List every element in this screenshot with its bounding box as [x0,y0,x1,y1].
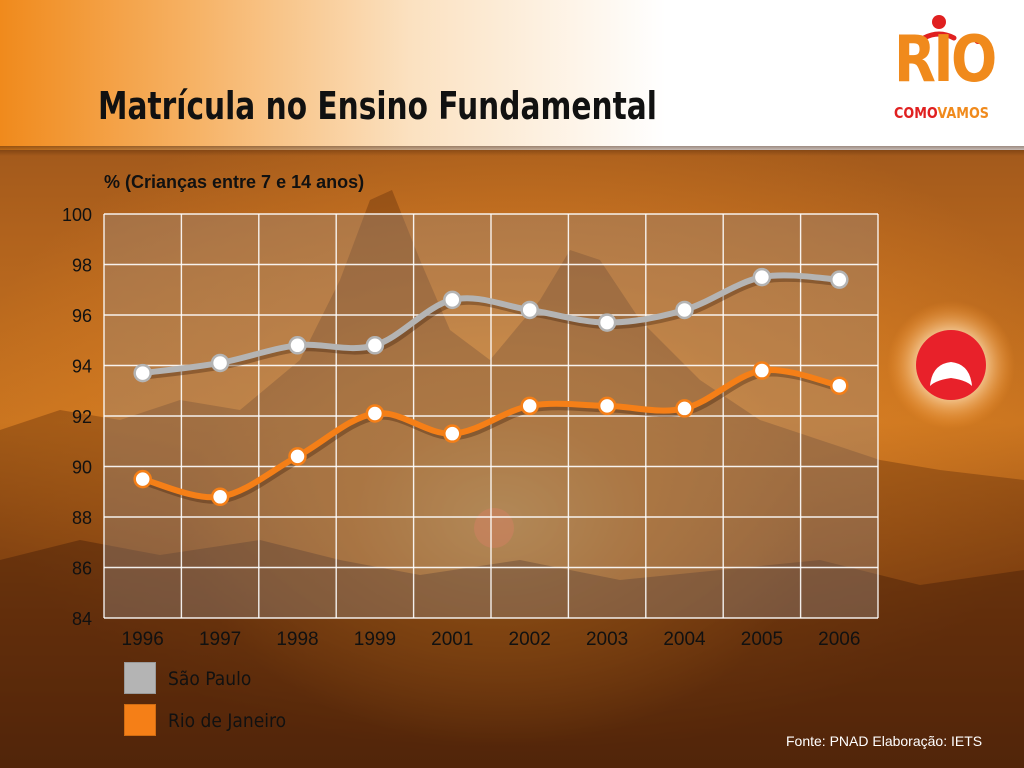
logo-sub-como: COMO [894,104,938,122]
y-tick-labels: 84 86 88 90 92 94 96 98 100 [62,205,92,629]
logo-sub-vamos: VAMOS [937,104,989,122]
point-sao-paulo-2006 [830,270,849,289]
chart-area: 84 86 88 90 92 94 96 98 100 1996 1997 1998 1999 2001… [0,160,1024,768]
x-tick-label-1997: 1997 [199,629,241,650]
series-layer [133,267,849,507]
x-tick-label-2002: 2002 [509,629,551,650]
y-tick-label-98: 98 [72,256,92,276]
point-rio-de-janeiro-2004 [675,399,694,418]
header-shadow [0,146,1024,156]
source-note: Fonte: PNAD Elaboração: IETS [786,733,983,749]
x-tick-label-1996: 1996 [122,629,164,650]
x-tick-label-1998: 1998 [276,629,318,650]
legend-label-rio-de-janeiro: Rio de Janeiro [168,710,287,732]
point-sao-paulo-1999 [365,336,385,355]
logo-subtitle: COMOVAMOS [894,106,989,121]
series-line-rio-de-janeiro [139,366,843,501]
y-axis-title: % (Crianças entre 7 e 14 anos) [104,172,365,192]
x-tick-label-2004: 2004 [663,629,706,650]
y-tick-label-96: 96 [72,306,92,326]
legend-swatch-rio-de-janeiro [124,704,156,736]
x-tick-label-2003: 2003 [586,629,628,650]
point-sao-paulo-2001 [443,290,462,310]
sad-face-icon [886,300,1016,430]
point-sao-paulo-1996 [133,363,152,383]
logo-word: RIO [894,23,997,97]
point-sao-paulo-1997 [210,353,230,373]
x-tick-label-1999: 1999 [354,629,396,650]
point-rio-de-janeiro-1999 [365,404,385,423]
point-rio-de-janeiro-2006 [830,376,849,395]
legend-label-sao-paulo: São Paulo [168,668,252,690]
legend-swatch-sao-paulo [124,662,156,694]
x-tick-label-2001: 2001 [431,629,473,650]
page-title: Matrícula no Ensino Fundamental [98,84,657,128]
y-tick-label-88: 88 [72,508,92,528]
point-rio-de-janeiro-1998 [288,447,307,466]
point-rio-de-janeiro-1996 [133,469,152,489]
point-rio-de-janeiro-2003 [597,396,617,416]
y-tick-label-90: 90 [72,458,92,478]
point-rio-de-janeiro-1997 [210,487,230,507]
y-tick-label-94: 94 [72,357,92,377]
grid-layer [103,213,879,619]
series-shadow-rio-de-janeiro [143,369,843,504]
point-sao-paulo-2002 [520,300,539,320]
point-sao-paulo-1998 [288,336,307,355]
x-tick-label-2006: 2006 [818,629,860,650]
y-tick-label-92: 92 [72,407,92,427]
header-band [0,0,1024,150]
point-sao-paulo-2004 [675,300,694,320]
y-tick-label-84: 84 [72,609,92,629]
rio-como-vamos-logo: RIO COMOVAMOS [886,12,998,130]
y-tick-label-86: 86 [72,559,92,579]
line-chart: 84 86 88 90 92 94 96 98 100 1996 1997 1998 1999 2001… [62,205,879,650]
point-rio-de-janeiro-2002 [520,396,539,416]
point-sao-paulo-2005 [752,267,772,287]
point-rio-de-janeiro-2001 [443,424,462,443]
series-line-sao-paulo [139,272,843,377]
x-tick-label-2005: 2005 [741,629,783,650]
point-sao-paulo-2003 [597,313,617,332]
point-rio-de-janeiro-2005 [752,361,772,380]
y-tick-label-100: 100 [62,205,92,225]
logo-figure-icon [900,15,982,44]
x-tick-labels: 1996 1997 1998 1999 2001 2002 2003 2004 2005 2006 [122,629,861,650]
